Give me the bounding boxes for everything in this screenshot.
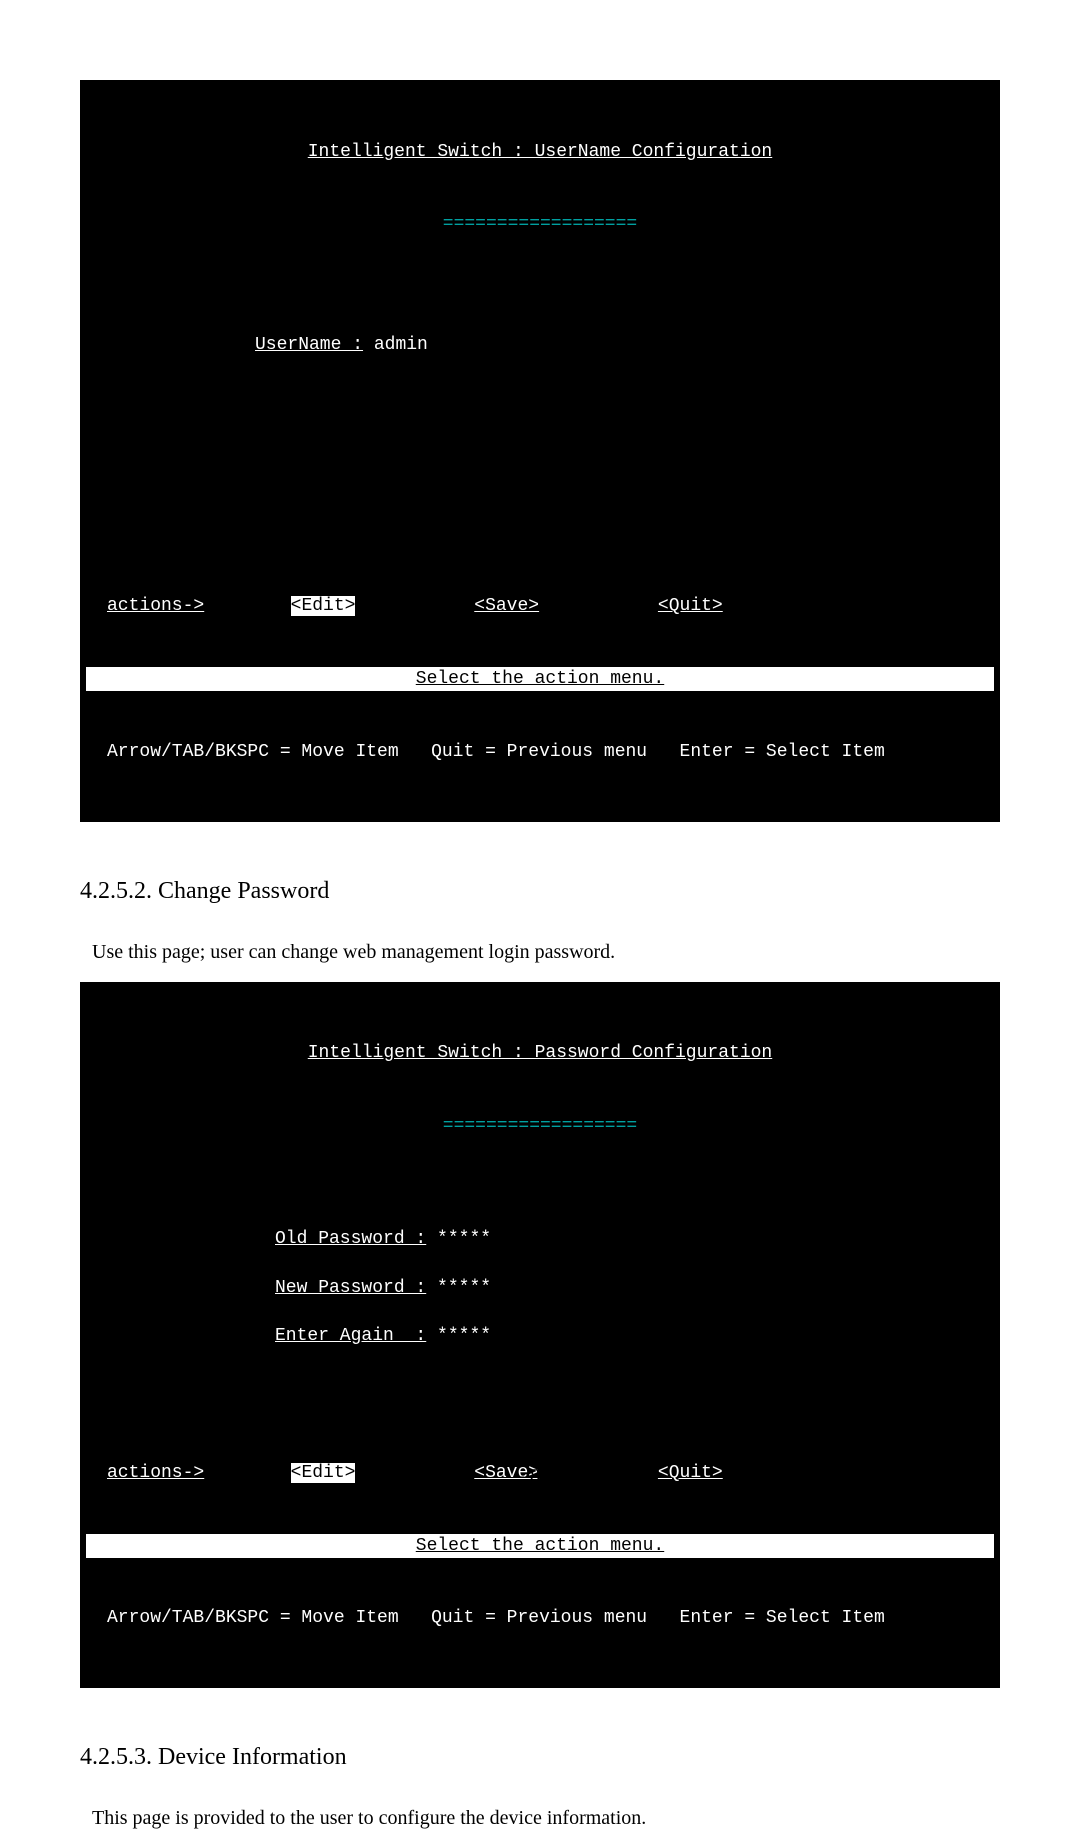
terminal-inner: Intelligent Switch : Password Configurat… [83, 985, 997, 1534]
terminal-body: UserName : admin [95, 285, 985, 545]
username-label: UserName : [255, 335, 363, 355]
page-number: - 85 - [0, 1465, 1080, 1488]
enter-again-value: ***** [437, 1326, 491, 1346]
terminal-separator: ================== [95, 212, 985, 236]
old-password-value: ***** [437, 1229, 491, 1249]
terminal-body: Old Password : ***** New Password : ****… [95, 1187, 985, 1412]
terminal-help: Arrow/TAB/BKSPC = Move Item Quit = Previ… [83, 691, 997, 818]
terminal-password-config: Intelligent Switch : Password Configurat… [80, 982, 1000, 1689]
username-value: admin [374, 335, 428, 355]
terminal-title: Intelligent Switch : Password Configurat… [95, 1041, 985, 1065]
terminal-separator: ================== [95, 1114, 985, 1138]
terminal-title: Intelligent Switch : UserName Configurat… [95, 140, 985, 164]
help-move: Arrow/TAB/BKSPC = Move Item [107, 1608, 399, 1628]
terminal-inner: Intelligent Switch : UserName Configurat… [83, 83, 997, 667]
body-device-information: This page is provided to the user to con… [80, 1807, 1000, 1830]
edit-action[interactable]: <Edit> [291, 596, 356, 616]
heading-change-password: 4.2.5.2. Change Password [80, 878, 1000, 905]
help-quit: Quit = Previous menu [431, 1608, 647, 1628]
actions-row: actions-> <Edit> <Save> <Quit> [95, 594, 985, 618]
help-move: Arrow/TAB/BKSPC = Move Item [107, 742, 399, 762]
body-change-password: Use this page; user can change web manag… [80, 941, 1000, 964]
new-password-label: New Password : [275, 1278, 426, 1298]
help-row: Arrow/TAB/BKSPC = Move Item Quit = Previ… [95, 1606, 985, 1636]
help-enter: Enter = Select Item [680, 742, 885, 762]
new-password-value: ***** [437, 1278, 491, 1298]
terminal-username-config: Intelligent Switch : UserName Configurat… [80, 80, 1000, 822]
select-banner: Select the action menu. [83, 667, 997, 691]
help-row: Arrow/TAB/BKSPC = Move Item Quit = Previ… [95, 740, 985, 770]
terminal-help: Arrow/TAB/BKSPC = Move Item Quit = Previ… [83, 1558, 997, 1685]
help-enter: Enter = Select Item [680, 1608, 885, 1628]
enter-again-label: Enter Again : [275, 1326, 426, 1346]
quit-action[interactable]: <Quit> [658, 596, 723, 616]
select-banner: Select the action menu. [83, 1534, 997, 1558]
actions-prefix: actions-> [107, 596, 204, 616]
save-action[interactable]: <Save> [474, 596, 539, 616]
heading-device-information: 4.2.5.3. Device Information [80, 1744, 1000, 1771]
old-password-label: Old Password : [275, 1229, 426, 1249]
help-quit: Quit = Previous menu [431, 742, 647, 762]
